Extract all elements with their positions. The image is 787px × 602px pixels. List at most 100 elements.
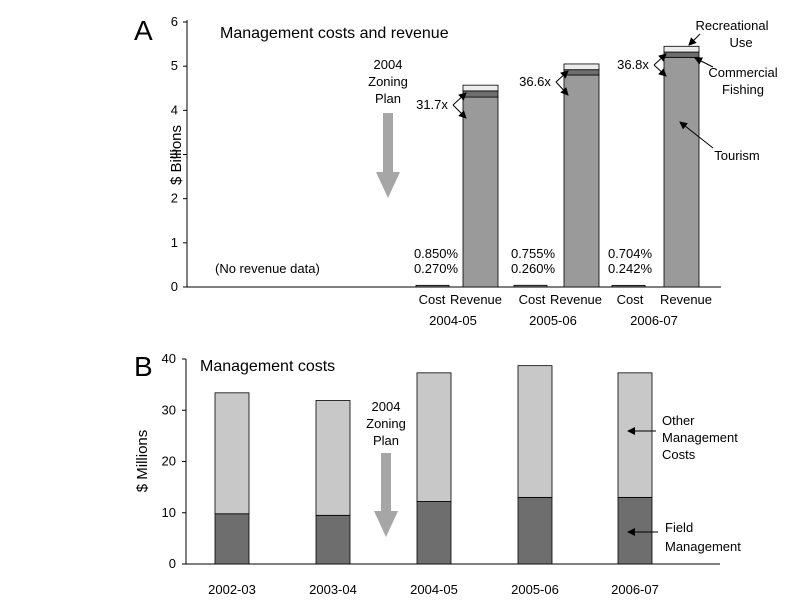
field-management-segment [617, 496, 653, 565]
other-costs-label-line1: Other [662, 413, 695, 428]
group-1-year: 2005-06 [529, 313, 577, 328]
panel-a-y-tick-label: 2 [171, 191, 178, 206]
recreational-use-arrow [688, 33, 701, 46]
panel-b-y-tick-label: 40 [162, 351, 176, 366]
field-management-segment [315, 514, 351, 565]
tourism-label: Tourism [714, 148, 760, 163]
group-1-ratio: 36.6x [519, 74, 551, 89]
commercial-fishing-arrow [694, 57, 714, 68]
no-revenue-note: (No revenue data) [215, 261, 320, 276]
other-management-costs-segment [315, 400, 351, 516]
panel-b-title: Management costs [200, 358, 335, 375]
recreational-use-label-line1: Recreational [696, 18, 769, 33]
panel-b-zoning-arrow-head [374, 511, 398, 537]
panel-a: A Management costs and revenue $ Billion… [134, 14, 778, 328]
group-0-cost-pct-bottom: 0.270% [414, 261, 459, 276]
panel-b-y-ticks: 0 10 20 30 40 [162, 351, 186, 571]
commercial-fishing-segment [462, 90, 499, 98]
field-management-segment [214, 513, 250, 565]
group-0-revenue-label: Revenue [450, 292, 502, 307]
other-management-costs-segment [617, 372, 653, 498]
panel-b-zoning-label-line3: Plan [373, 433, 399, 448]
panel-b-x-tick-label: 2006-07 [611, 582, 659, 597]
group-1-ratio-arrow-down [555, 81, 569, 96]
field-management-label-line2: Management [665, 539, 741, 554]
panel-a-zoning-arrow-head [376, 172, 400, 198]
group-2-ratio-arrow-down [653, 64, 667, 77]
group-1-ratio-arrow-up [555, 70, 569, 83]
other-management-costs-segment [416, 372, 452, 502]
recreational-use-label-line2: Use [729, 35, 752, 50]
panel-b-x-tick-label: 2003-04 [309, 582, 357, 597]
panel-a-bars [415, 45, 700, 288]
other-costs-label-line3: Costs [662, 447, 696, 462]
panel-b-series-annotations: Other Management Costs Field Management [627, 413, 741, 554]
group-2-cost-pct-top: 0.704% [608, 246, 653, 261]
panel-a-y-tick-label: 5 [171, 58, 178, 73]
panel-b-x-ticks: 2002-03 2003-04 2004-05 2005-06 2006-07 [208, 582, 659, 597]
panel-b-zoning-annotation: 2004 Zoning Plan [366, 399, 406, 537]
commercial-fishing-segment [563, 69, 600, 76]
panel-b-bars [214, 365, 653, 565]
panel-b-zoning-label-line1: 2004 [372, 399, 401, 414]
panel-a-y-tick-label: 1 [171, 235, 178, 250]
panel-a-zoning-label-line3: Plan [375, 91, 401, 106]
group-1-cost-label: Cost [519, 292, 546, 307]
panel-a-group-0-labels: 0.850% 0.270% Cost Revenue 2004-05 31.7x [414, 92, 502, 328]
commercial-fishing-segment [663, 51, 700, 58]
group-1-revenue-label: Revenue [550, 292, 602, 307]
panel-b-letter: B [134, 351, 153, 382]
group-1-cost-pct-bottom: 0.260% [511, 261, 556, 276]
panel-a-group-1-labels: 0.755% 0.260% Cost Revenue 2005-06 36.6x [511, 70, 602, 328]
group-0-cost-pct-top: 0.850% [414, 246, 459, 261]
panel-b-x-tick-label: 2005-06 [511, 582, 559, 597]
commercial-fishing-label-line1: Commercial [708, 65, 777, 80]
panel-b-y-tick-label: 10 [162, 505, 176, 520]
panel-a-y-tick-label: 4 [171, 102, 178, 117]
tourism-segment [563, 74, 600, 288]
cost-bar [513, 284, 548, 288]
commercial-fishing-label-line2: Fishing [722, 82, 764, 97]
other-management-costs-segment [214, 392, 250, 515]
tourism-arrow [679, 121, 714, 149]
recreational-use-segment [462, 84, 499, 92]
tourism-segment [663, 56, 700, 288]
panel-b-zoning-arrow-shaft [381, 453, 391, 511]
group-2-cost-pct-bottom: 0.242% [608, 261, 653, 276]
other-costs-label-line2: Management [662, 430, 738, 445]
group-2-year: 2006-07 [630, 313, 678, 328]
panel-a-zoning-arrow-shaft [383, 113, 393, 172]
group-0-ratio-arrow-up [452, 92, 467, 106]
panel-a-group-2-labels: 0.704% 0.242% Cost Revenue 2006-07 36.8x [608, 53, 712, 328]
panel-a-y-ticks: 0 1 2 3 4 5 6 [171, 14, 187, 294]
group-0-ratio-arrow-down [452, 104, 467, 119]
recreational-use-segment [563, 63, 600, 71]
panel-b-x-tick-label: 2002-03 [208, 582, 256, 597]
panel-b-x-tick-label: 2004-05 [410, 582, 458, 597]
group-2-ratio: 36.8x [617, 57, 649, 72]
panel-b-zoning-label-line2: Zoning [366, 416, 406, 431]
group-2-cost-label: Cost [617, 292, 644, 307]
field-management-segment [517, 496, 553, 565]
group-2-revenue-label: Revenue [660, 292, 712, 307]
panel-a-zoning-annotation: 2004 Zoning Plan [368, 57, 408, 198]
panel-a-title: Management costs and revenue [220, 25, 449, 42]
panel-a-zoning-label-line2: Zoning [368, 74, 408, 89]
group-0-year: 2004-05 [429, 313, 477, 328]
cost-bar [611, 284, 646, 288]
group-2-ratio-arrow-up [653, 53, 667, 66]
group-1-cost-pct-top: 0.755% [511, 246, 556, 261]
panel-b-y-tick-label: 0 [169, 556, 176, 571]
panel-b-ylabel: $ Millions [134, 430, 151, 493]
panel-a-component-annotations: Recreational Use Commercial Fishing Tour… [679, 18, 778, 163]
group-0-ratio: 31.7x [416, 97, 448, 112]
recreational-use-segment [663, 45, 700, 53]
panel-a-letter: A [134, 15, 153, 46]
panel-b-y-tick-label: 20 [162, 454, 176, 469]
panel-b: B Management costs $ Millions 010203040 … [134, 351, 741, 597]
panel-a-zoning-label-line1: 2004 [374, 57, 403, 72]
field-management-segment [416, 501, 452, 565]
cost-bar [415, 284, 450, 288]
tourism-segment [462, 96, 499, 288]
